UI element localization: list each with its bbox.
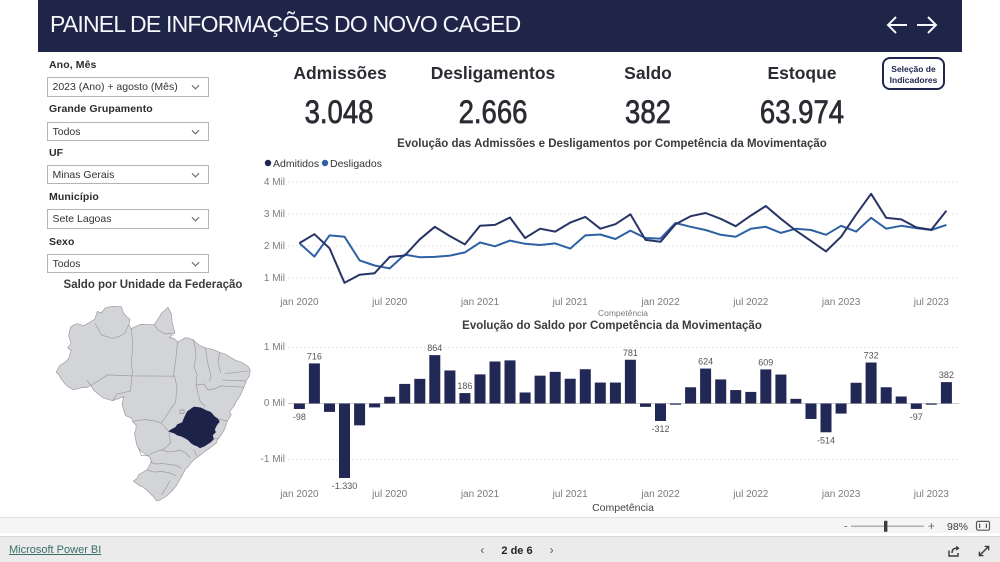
svg-text:jan 2020: jan 2020 [279, 489, 319, 500]
svg-text:+: + [928, 521, 935, 533]
svg-text:3 Mil: 3 Mil [264, 209, 285, 220]
svg-text:-97: -97 [910, 412, 923, 422]
svg-text:-312: -312 [651, 424, 669, 434]
svg-text:732: 732 [864, 351, 879, 361]
svg-text:2 Mil: 2 Mil [264, 241, 285, 252]
svg-text:jan 2022: jan 2022 [640, 297, 680, 308]
svg-text:jul 2021: jul 2021 [552, 297, 588, 308]
svg-text:jul 2020: jul 2020 [371, 489, 407, 500]
svg-text:jul 2022: jul 2022 [732, 297, 768, 308]
svg-text:jan 2023: jan 2023 [821, 489, 861, 500]
svg-text:-98: -98 [293, 412, 306, 422]
svg-text:jan 2021: jan 2021 [460, 297, 500, 308]
svg-text:186: 186 [457, 381, 472, 391]
svg-text:jan 2020: jan 2020 [279, 297, 319, 308]
svg-text:jul 2023: jul 2023 [913, 297, 949, 308]
svg-text:Competência: Competência [598, 308, 648, 318]
svg-text:jul 2022: jul 2022 [732, 489, 768, 500]
svg-text:716: 716 [307, 351, 322, 361]
svg-text:jan 2021: jan 2021 [460, 489, 500, 500]
svg-text:609: 609 [758, 357, 773, 367]
svg-text:jan 2022: jan 2022 [640, 489, 680, 500]
svg-text:-1.330: -1.330 [332, 481, 358, 491]
svg-text:781: 781 [623, 348, 638, 358]
svg-text:624: 624 [698, 357, 713, 367]
svg-text:jul 2021: jul 2021 [552, 489, 588, 500]
svg-text:98%: 98% [947, 521, 968, 533]
svg-text:-514: -514 [817, 435, 835, 445]
svg-text:Competência: Competência [592, 502, 654, 514]
svg-text:382: 382 [939, 370, 954, 380]
svg-text:-1 Mil: -1 Mil [261, 454, 285, 465]
svg-text:1 Mil: 1 Mil [264, 273, 285, 284]
svg-text:Admitidos: Admitidos [273, 158, 319, 170]
svg-text:-: - [844, 521, 848, 533]
svg-text:0 Mil: 0 Mil [264, 398, 285, 409]
svg-text:4 Mil: 4 Mil [264, 177, 285, 188]
svg-text:Desligados: Desligados [330, 158, 382, 170]
svg-text:jul 2020: jul 2020 [371, 297, 407, 308]
svg-text:jul 2023: jul 2023 [913, 489, 949, 500]
svg-text:jan 2023: jan 2023 [821, 297, 861, 308]
svg-text:1 Mil: 1 Mil [264, 342, 285, 353]
svg-text:864: 864 [427, 343, 442, 353]
